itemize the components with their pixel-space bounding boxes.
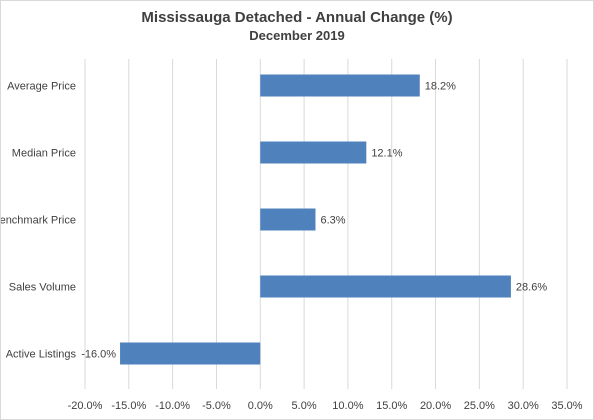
bar: [260, 141, 367, 164]
bar: [260, 208, 316, 231]
category-label: Median Price: [12, 148, 76, 160]
x-tick-label: 15.0%: [376, 400, 407, 412]
gridlines: [84, 59, 568, 389]
data-label: 28.6%: [516, 282, 547, 294]
category-label: Active Listings: [6, 349, 77, 361]
data-label: 18.2%: [425, 81, 456, 93]
category-labels: Average Price Median Price Benchmark Price…: [1, 81, 76, 361]
x-tick-label: 5.0%: [292, 400, 317, 412]
x-tick-label: 10.0%: [332, 400, 363, 412]
x-tick-label: 20.0%: [420, 400, 451, 412]
x-tick-label: 25.0%: [464, 400, 495, 412]
category-label: Average Price: [7, 81, 76, 93]
data-label: -16.0%: [81, 349, 116, 361]
category-label: Sales Volume: [9, 282, 76, 294]
x-tick-label: -10.0%: [155, 400, 190, 412]
x-tick-label: -5.0%: [202, 400, 231, 412]
x-tick-label: 0.0%: [248, 400, 273, 412]
bar: [120, 342, 261, 365]
x-tick-label: 35.0%: [551, 400, 582, 412]
category-label: Benchmark Price: [1, 215, 76, 227]
bars: [120, 74, 511, 365]
bar: [260, 74, 420, 97]
data-label: 12.1%: [371, 148, 402, 160]
x-tick-labels: -20.0% -15.0% -10.0% -5.0% 0.0% 5.0% 10.0% 15.0…: [68, 400, 583, 412]
x-tick-label: 30.0%: [508, 400, 539, 412]
bar: [260, 275, 511, 298]
chart-subtitle: December 2019: [249, 28, 345, 43]
data-labels: 18.2% 12.1% 6.3% 28.6% -16.0%: [81, 81, 547, 361]
x-tick-label: -20.0%: [68, 400, 103, 412]
data-label: 6.3%: [320, 215, 345, 227]
chart-title: Mississauga Detached - Annual Change (%): [141, 9, 453, 26]
x-tick-label: -15.0%: [111, 400, 146, 412]
